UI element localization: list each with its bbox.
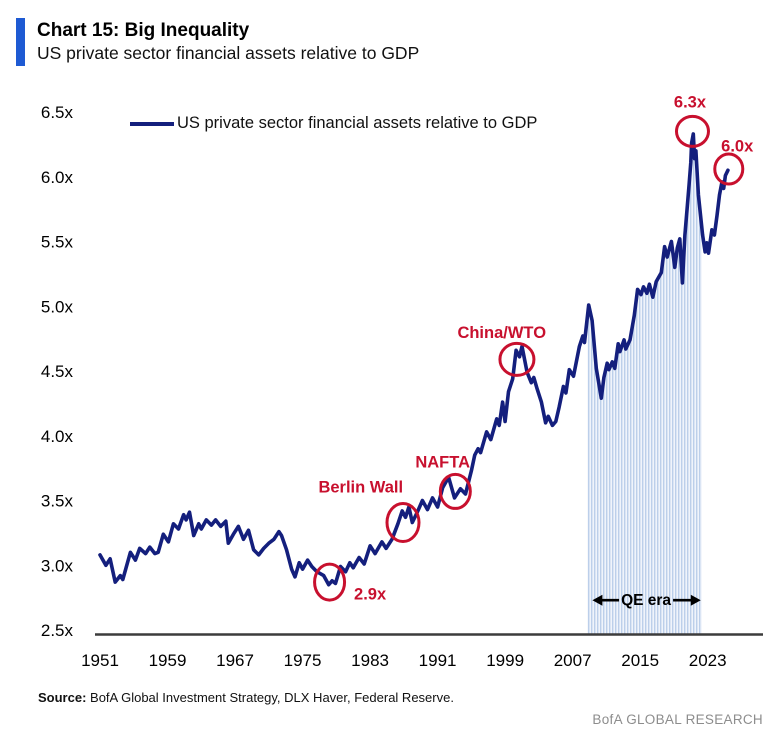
source-text: BofA Global Investment Strategy, DLX Hav… [86,690,454,705]
x-tick-label: 2023 [689,651,727,670]
annotation-label: Berlin Wall [318,478,403,496]
page-subtitle: US private sector financial assets relat… [37,43,420,63]
brand-mark: BofA GLOBAL RESEARCH [592,712,763,727]
annotation-circle [313,562,347,602]
y-tick-label: 4.5x [41,362,74,381]
qe-era-label: QE era [621,592,671,609]
qe-era-arrow-right-head [690,594,701,606]
y-tick-label: 4.0x [41,427,74,446]
x-tick-label: 1951 [81,651,119,670]
annotation-label: 6.3x [674,94,707,112]
annotation-label: 6.0x [721,138,754,156]
series-line [98,132,730,587]
x-tick-label: 1983 [351,651,389,670]
annotation-circle [674,114,710,148]
source-label: Source: [38,690,87,705]
title-accent-bar [16,18,25,66]
annotation-circle [438,472,472,510]
annotation-circle [498,341,536,377]
x-tick-label: 1999 [486,651,524,670]
y-tick-label: 6.5x [41,103,74,122]
qe-era-arrow-left-head [592,594,603,606]
legend: US private sector financial assets relat… [130,114,537,133]
y-tick-label: 3.5x [41,492,74,511]
x-tick-label: 1967 [216,651,254,670]
page-title: Chart 15: Big Inequality [37,20,250,41]
y-tick-label: 6.0x [41,168,74,187]
x-tick-label: 1991 [419,651,457,670]
legend-label: US private sector financial assets relat… [177,114,538,132]
x-tick-label: 2015 [621,651,659,670]
x-tick-label: 2007 [554,651,592,670]
annotation-circle [713,152,745,186]
y-tick-label: 2.5x [41,621,74,640]
x-tick-label: 1975 [284,651,322,670]
x-tick-label: 1959 [149,651,187,670]
legend-line-swatch [130,121,174,126]
y-tick-label: 5.0x [41,297,74,316]
annotation-label: 2.9x [354,586,387,604]
annotation-circle [385,502,421,544]
y-tick-label: 3.0x [41,556,74,575]
annotation-label: NAFTA [415,454,470,472]
y-tick-label: 5.5x [41,233,74,252]
annotation-label: China/WTO [457,324,546,342]
source-line: Source: BofA Global Investment Strategy,… [38,690,454,705]
